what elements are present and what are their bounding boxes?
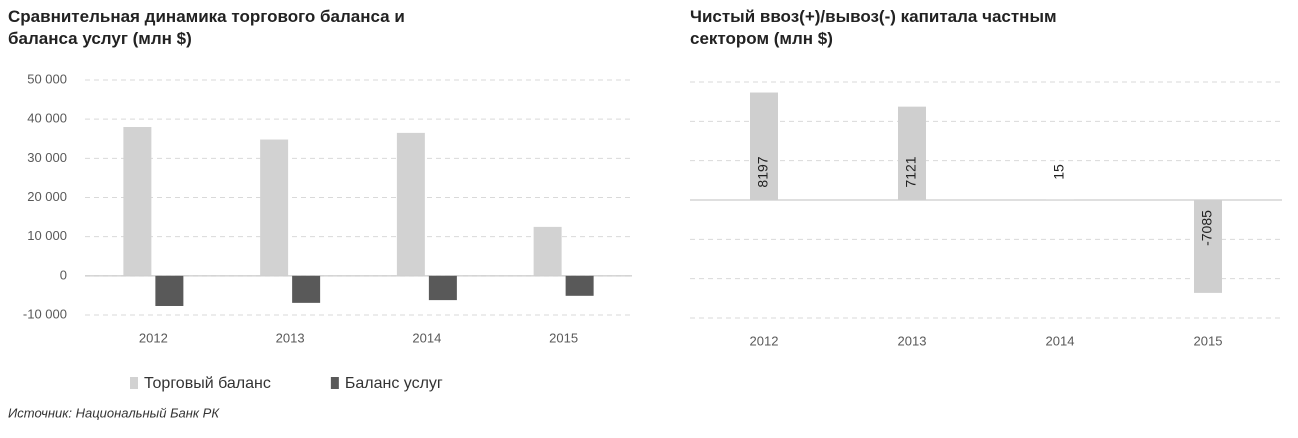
data-label: 15 [1051, 164, 1067, 180]
y-tick-label: 40 000 [27, 111, 67, 126]
x-tick-label: 2015 [549, 330, 578, 345]
y-tick-label: 10 000 [27, 228, 67, 243]
bar [429, 276, 457, 300]
y-tick-label: 30 000 [27, 150, 67, 165]
y-tick-label: 0 [60, 267, 67, 282]
chart-title: Сравнительная динамика торгового баланса… [8, 7, 405, 48]
y-tick-label: 50 000 [27, 71, 67, 86]
bar [397, 133, 425, 276]
bar [155, 276, 183, 306]
x-tick-label: 2012 [139, 330, 168, 345]
chart-title: Чистый ввоз(+)/вывоз(-) капитала частным… [690, 7, 1057, 48]
data-label: 8197 [755, 156, 771, 187]
legend-swatch [331, 377, 339, 389]
legend-label: Баланс услуг [345, 375, 443, 392]
bar [123, 127, 151, 276]
legend-label: Торговый баланс [144, 375, 271, 392]
bar [260, 140, 288, 276]
x-tick-label: 2013 [276, 330, 305, 345]
y-tick-label: 20 000 [27, 189, 67, 204]
x-tick-label: 2012 [750, 333, 779, 348]
x-tick-label: 2014 [412, 330, 441, 345]
bar [292, 276, 320, 303]
bar [566, 276, 594, 296]
x-tick-label: 2015 [1194, 333, 1223, 348]
source: Источник: Национальный Банк РК [8, 405, 220, 420]
bar [534, 227, 562, 276]
x-tick-label: 2014 [1046, 333, 1075, 348]
x-tick-label: 2013 [898, 333, 927, 348]
y-tick-label: -10 000 [23, 306, 67, 321]
data-label: 7121 [903, 156, 919, 187]
legend-swatch [130, 377, 138, 389]
data-label: -7085 [1199, 210, 1215, 246]
